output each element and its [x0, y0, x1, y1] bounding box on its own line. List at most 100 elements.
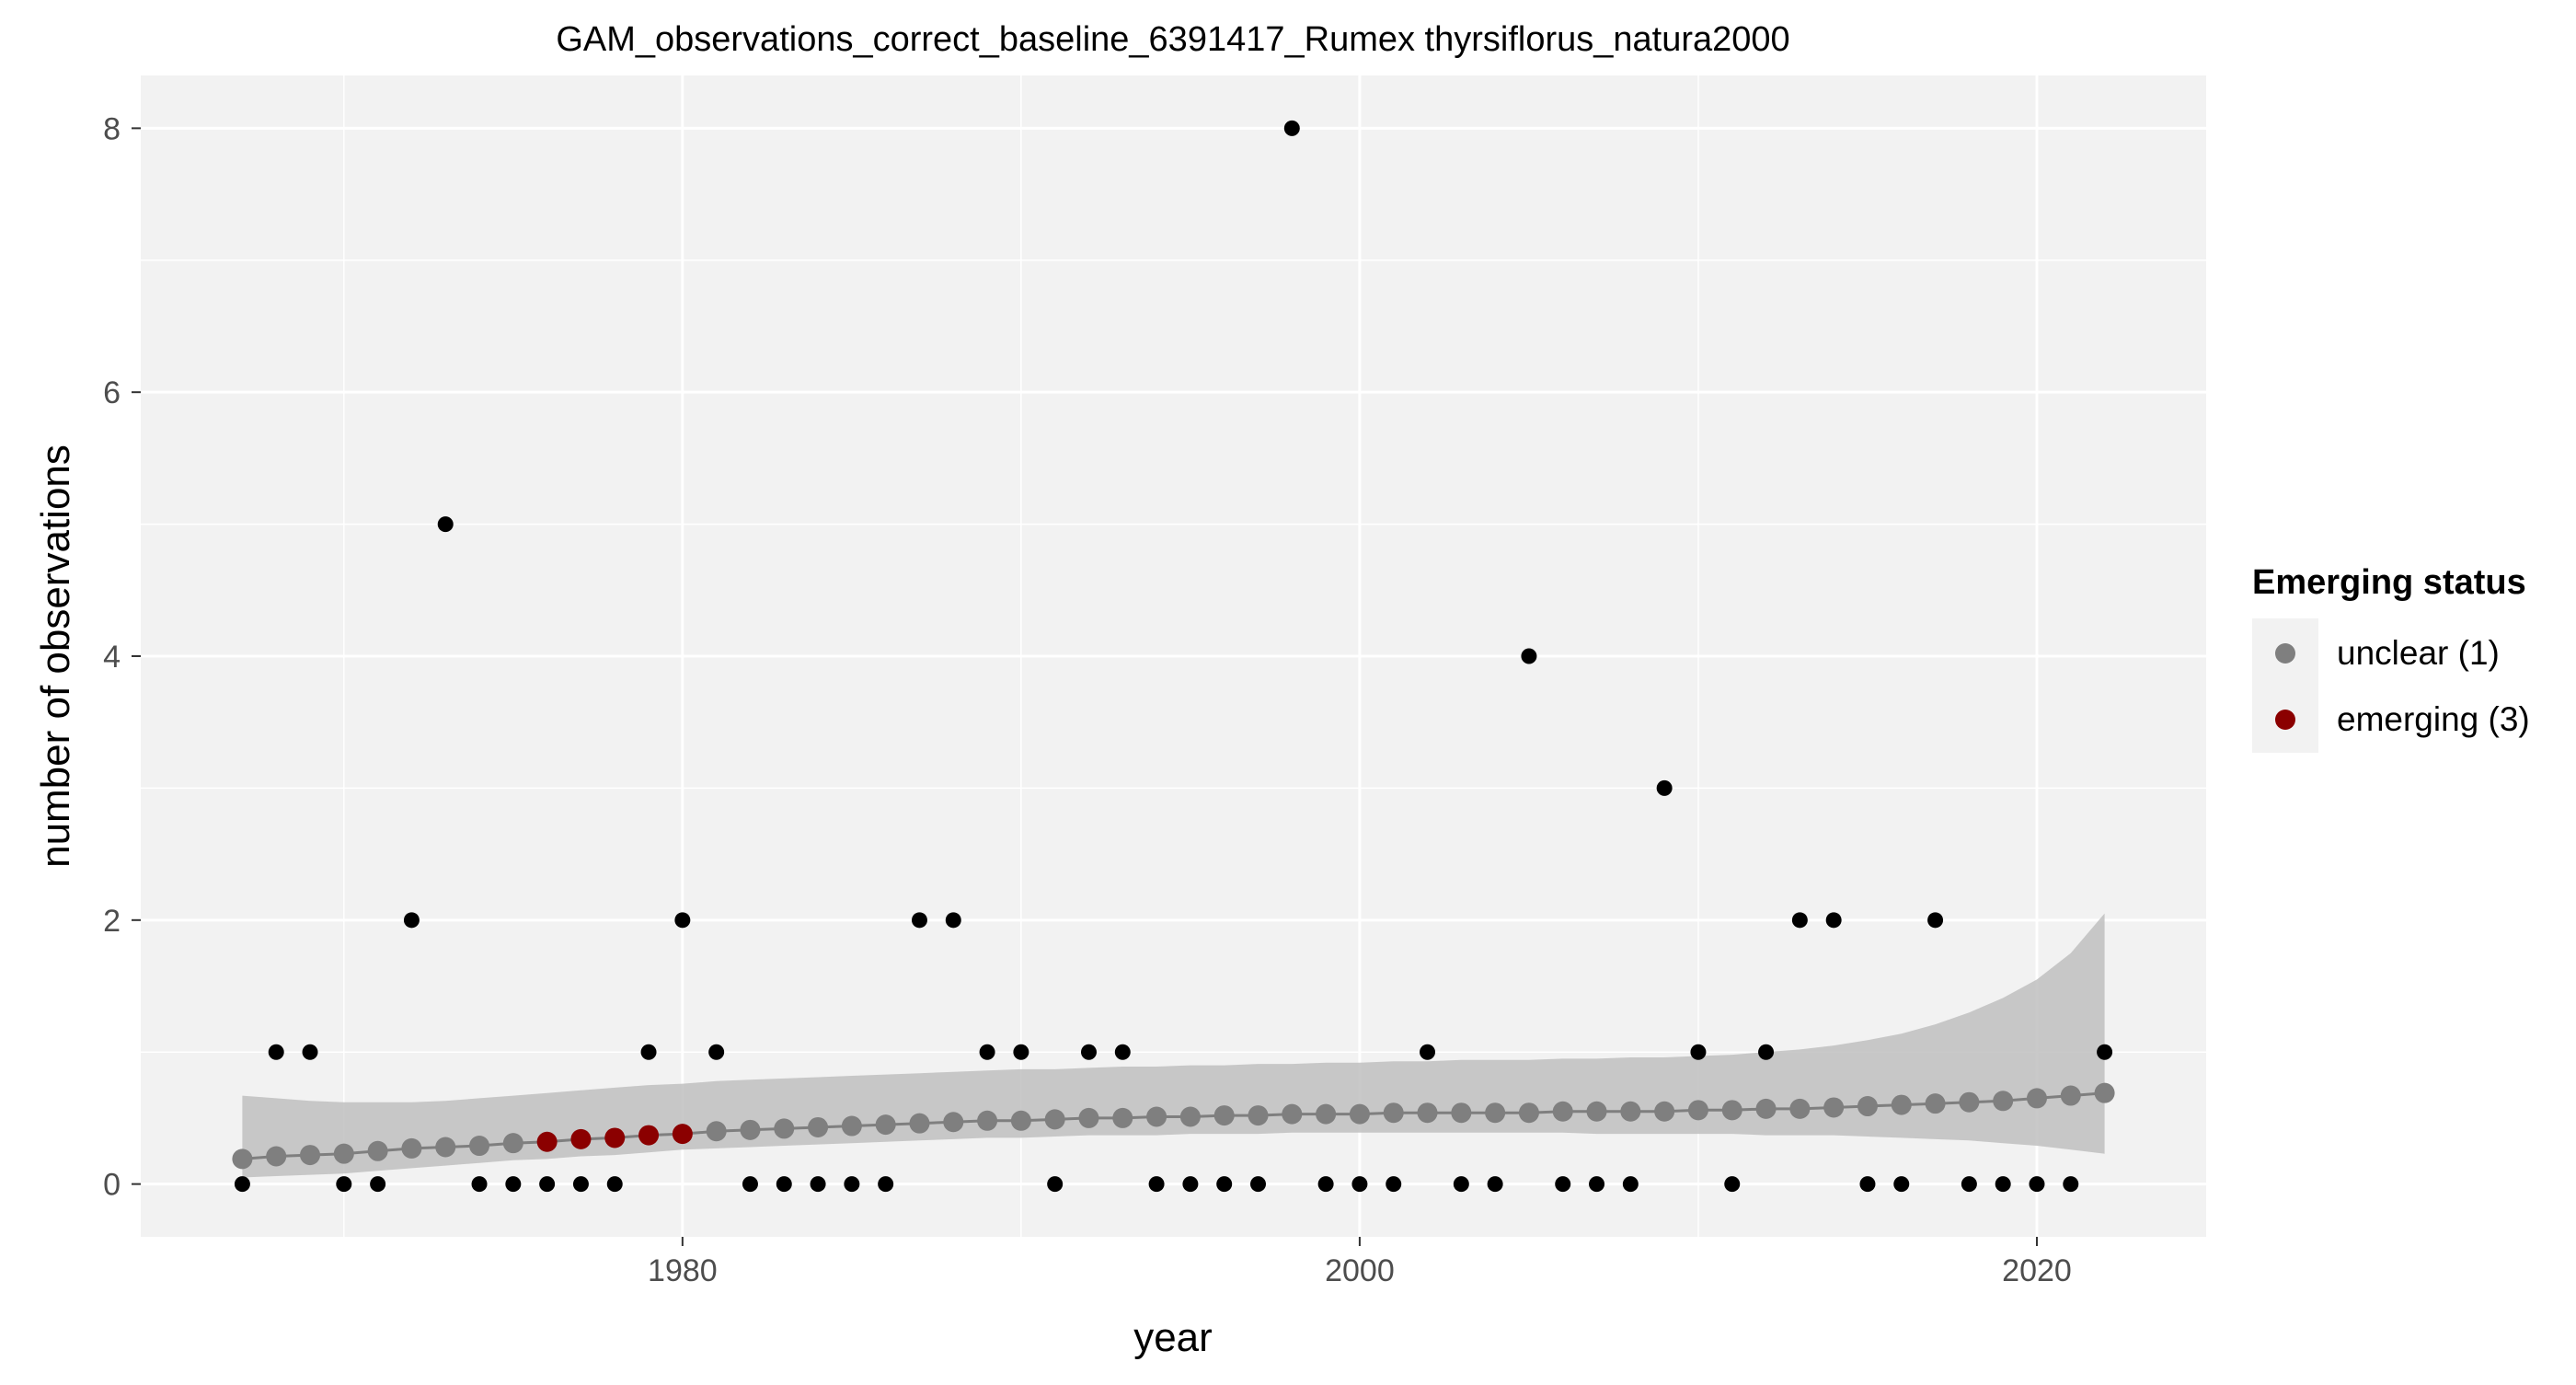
y-tick-label: 2: [103, 904, 121, 939]
trend-point-unclear: [1213, 1105, 1235, 1126]
trend-point-unclear: [2094, 1082, 2115, 1103]
observed-point: [370, 1176, 386, 1193]
trend-point-unclear: [909, 1113, 930, 1134]
observed-point: [1690, 1044, 1707, 1060]
trend-point-unclear: [1112, 1107, 1133, 1128]
observed-point: [1148, 1176, 1165, 1193]
trend-point-unclear: [1552, 1101, 1573, 1122]
observed-point: [1859, 1176, 1876, 1193]
x-axis-label: year: [1133, 1315, 1213, 1360]
observed-point: [1386, 1176, 1402, 1193]
observed-point: [1589, 1176, 1605, 1193]
observed-point: [1995, 1176, 2011, 1193]
trend-point-unclear: [2060, 1085, 2081, 1106]
trend-point-unclear: [1485, 1102, 1506, 1124]
trend-point-unclear: [1586, 1101, 1607, 1122]
observed-point: [336, 1176, 352, 1193]
observed-point: [674, 912, 691, 929]
trend-point-unclear: [1823, 1097, 1845, 1118]
observed-point: [1622, 1176, 1639, 1193]
observed-point: [2029, 1176, 2045, 1193]
observed-point: [1893, 1176, 1910, 1193]
observed-point: [539, 1176, 556, 1193]
trend-point-unclear: [367, 1140, 388, 1161]
trend-point-unclear: [1248, 1105, 1269, 1126]
legend-label-emerging: emerging (3): [2337, 700, 2530, 738]
observed-point: [1825, 912, 1842, 929]
x-tick-label: 2000: [1325, 1253, 1395, 1288]
observed-point: [268, 1044, 284, 1060]
observed-point: [640, 1044, 657, 1060]
trend-point-unclear: [1316, 1103, 1337, 1125]
observed-point: [1961, 1176, 1977, 1193]
observed-point: [1283, 120, 1300, 136]
trend-point-unclear: [808, 1116, 829, 1137]
x-axis: 1980 2000 2020: [648, 1237, 2072, 1288]
observed-point: [234, 1176, 250, 1193]
observed-point: [1758, 1044, 1775, 1060]
observed-point: [1555, 1176, 1571, 1193]
trend-point-unclear: [1078, 1107, 1099, 1128]
legend-key-emerging: [2275, 710, 2295, 730]
trend-point-unclear: [875, 1114, 896, 1136]
y-tick-label: 8: [103, 111, 121, 146]
trend-point-unclear: [1789, 1098, 1811, 1119]
trend-point-unclear: [266, 1146, 287, 1167]
trend-point-unclear: [943, 1112, 964, 1133]
trend-point-unclear: [1993, 1091, 2014, 1112]
y-tick-label: 4: [103, 640, 121, 675]
chart-title: GAM_observations_correct_baseline_639141…: [556, 20, 1789, 59]
trend-point-unclear: [2026, 1088, 2047, 1109]
legend-title: Emerging status: [2252, 563, 2526, 602]
x-tick-label: 1980: [648, 1253, 718, 1288]
observed-point: [1182, 1176, 1199, 1193]
observed-point: [1656, 779, 1673, 796]
observed-point: [403, 912, 420, 929]
trend-point-unclear: [1687, 1100, 1708, 1121]
trend-point-unclear: [435, 1137, 456, 1158]
legend: Emerging status unclear (1) emerging (3): [2252, 563, 2530, 753]
trend-point-unclear: [1010, 1110, 1031, 1131]
observed-point: [1453, 1176, 1469, 1193]
trend-point-unclear: [1383, 1102, 1404, 1124]
observed-point: [1351, 1176, 1368, 1193]
observed-point: [844, 1176, 860, 1193]
trend-point-unclear: [401, 1137, 422, 1159]
trend-point-unclear: [1857, 1096, 1878, 1117]
observed-point: [810, 1176, 826, 1193]
trend-points: [232, 1082, 2115, 1170]
trend-point-unclear: [1282, 1103, 1303, 1125]
observed-point: [1317, 1176, 1334, 1193]
observed-point: [1047, 1176, 1064, 1193]
observed-point: [606, 1176, 623, 1193]
trend-point-unclear: [1518, 1102, 1539, 1124]
y-tick-label: 0: [103, 1168, 121, 1203]
trend-point-unclear: [502, 1133, 523, 1154]
trend-point-emerging: [638, 1125, 660, 1146]
trend-point-emerging: [570, 1128, 592, 1149]
trend-point-unclear: [1755, 1098, 1777, 1119]
trend-point-unclear: [1451, 1102, 1472, 1124]
observed-point: [945, 912, 961, 929]
observed-point: [1927, 912, 1944, 929]
observed-point: [1521, 648, 1537, 664]
legend-label-unclear: unclear (1): [2337, 634, 2500, 672]
observed-point: [1724, 1176, 1741, 1193]
observed-point: [2063, 1176, 2079, 1193]
trend-point-unclear: [977, 1110, 998, 1131]
trend-point-unclear: [333, 1143, 354, 1164]
trend-point-unclear: [300, 1145, 321, 1166]
observed-point: [742, 1176, 758, 1193]
trend-point-unclear: [1417, 1102, 1438, 1124]
trend-point-unclear: [1925, 1093, 1946, 1114]
legend-key-background: [2252, 618, 2318, 753]
trend-point-unclear: [740, 1119, 761, 1140]
observed-point: [911, 912, 927, 929]
trend-point-unclear: [1721, 1100, 1742, 1121]
observed-point: [1080, 1044, 1097, 1060]
trend-point-unclear: [841, 1115, 862, 1137]
observed-point: [1791, 912, 1808, 929]
trend-point-unclear: [774, 1118, 795, 1139]
observed-point: [878, 1176, 894, 1193]
